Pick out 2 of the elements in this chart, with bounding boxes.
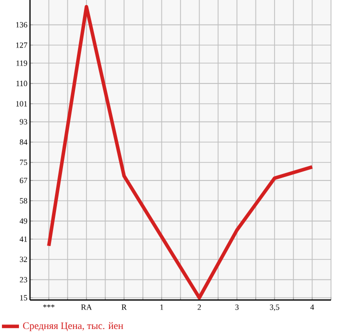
legend-label: Средняя Цена, тыс. йен [23, 322, 124, 332]
line-series [47, 5, 314, 300]
